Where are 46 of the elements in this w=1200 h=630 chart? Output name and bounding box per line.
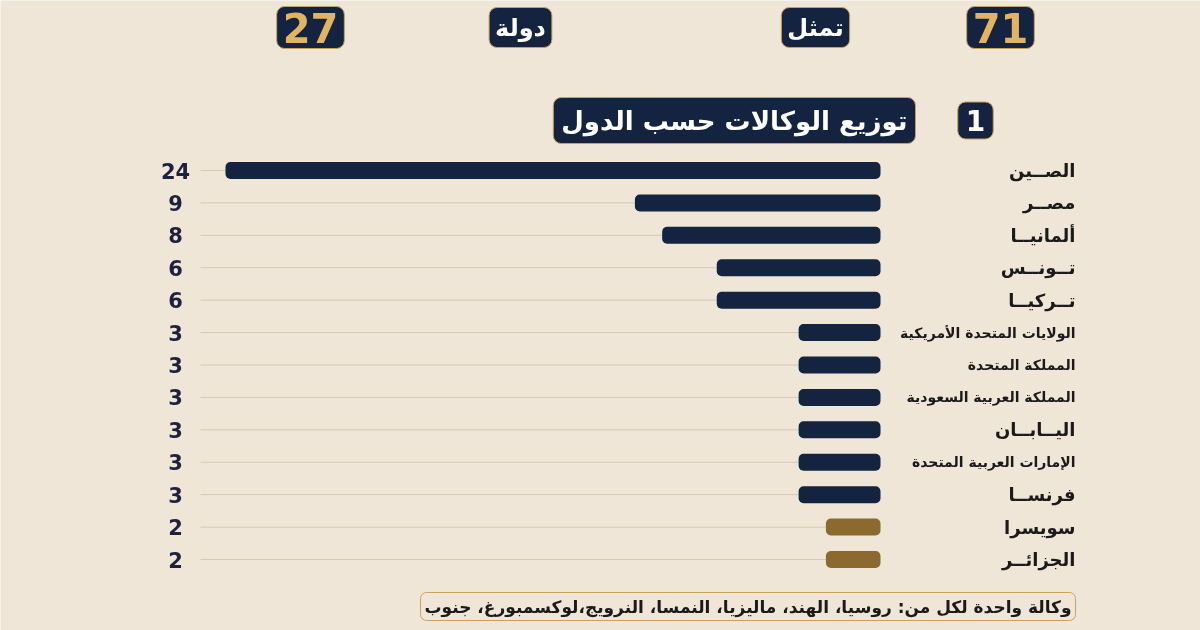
- data-label: 3: [168, 451, 183, 476]
- bar: [798, 356, 881, 374]
- bar: [662, 226, 881, 244]
- text: دولة: [495, 13, 546, 42]
- chart-title: توزيع الوكالات حسب الدول: [561, 105, 908, 137]
- bar: [825, 518, 881, 536]
- bar: [798, 486, 881, 504]
- text: تمثل: [787, 13, 844, 42]
- text: 71: [972, 5, 1029, 52]
- data-label: 3: [168, 321, 183, 346]
- data-label: 2: [168, 516, 183, 541]
- y-tick-label: اليــابــان: [994, 419, 1076, 441]
- bar: [798, 324, 881, 342]
- bar: [798, 388, 881, 406]
- y-tick-label: الجزائــر: [1000, 549, 1076, 571]
- text: 1: [965, 105, 986, 138]
- y-tick-label: فرنســا: [1008, 484, 1076, 507]
- y-tick-label: المملكة العربية السعودية: [906, 389, 1076, 407]
- bar: [716, 259, 881, 277]
- y-tick-label: الإمارات العربية المتحدة: [911, 454, 1076, 472]
- y-tick-label: المملكة المتحدة: [967, 357, 1076, 373]
- bar: [825, 551, 881, 568]
- y-tick-label: الولايات المتحدة الأمريكية: [900, 324, 1076, 342]
- data-label: 8: [168, 224, 183, 249]
- data-label: 24: [160, 159, 191, 184]
- y-tick-label: تــركيــا: [1008, 289, 1076, 312]
- data-label: 6: [168, 256, 183, 281]
- bar: [798, 421, 881, 439]
- data-label: 3: [168, 483, 183, 508]
- bar: [225, 162, 881, 179]
- data-label: 2: [168, 548, 183, 573]
- y-tick-label: مصــر: [1022, 192, 1076, 215]
- text: 27: [282, 5, 339, 52]
- data-label: 6: [168, 289, 183, 314]
- y-tick-label: تــونــس: [1000, 257, 1076, 280]
- data-label: 9: [168, 191, 183, 216]
- text: وكالة واحدة لكل من: روسيا، الهند، ماليزيا، النمسا، النرويج،لوكسمبورغ، جنوب: [424, 596, 1072, 618]
- bar: [798, 453, 881, 471]
- data-label: 3: [168, 418, 183, 443]
- bar: [634, 194, 881, 212]
- data-label: 3: [168, 386, 183, 411]
- y-tick-label: ألمانيــا: [1010, 223, 1076, 246]
- y-tick-label: سويسرا: [1004, 516, 1076, 539]
- y-tick-label: الصــين: [1008, 160, 1076, 182]
- bar: [716, 291, 881, 309]
- data-label: 3: [168, 354, 183, 378]
